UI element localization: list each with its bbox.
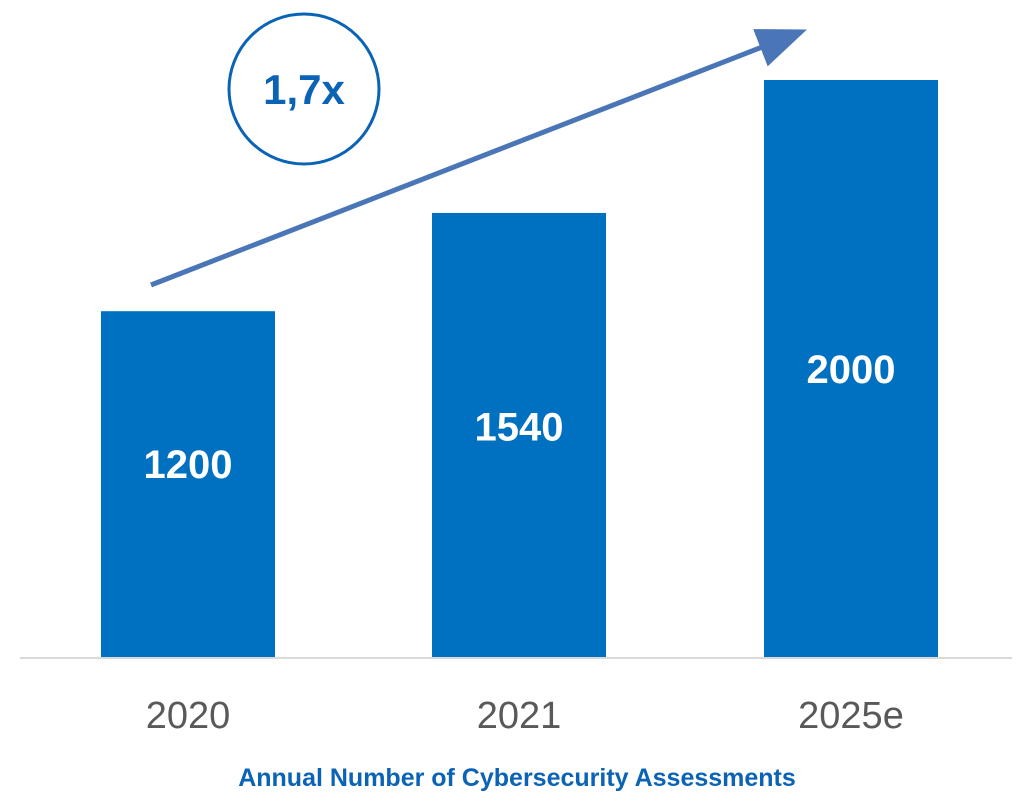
value-labels-layer: 1200 1540 2000 bbox=[144, 348, 896, 487]
chart-title: Annual Number of Cybersecurity Assessmen… bbox=[238, 764, 796, 792]
bar-2020 bbox=[101, 311, 275, 658]
growth-annotation-circle bbox=[227, 12, 381, 166]
bar-2021 bbox=[432, 212, 606, 658]
bar-value-label-2025e: 2000 bbox=[807, 348, 896, 392]
bars-layer bbox=[101, 80, 938, 658]
x-tick-label-2021: 2021 bbox=[477, 695, 562, 737]
bar-value-label-2020: 1200 bbox=[144, 443, 233, 487]
x-tick-labels: 2020 2021 2025e bbox=[146, 695, 904, 737]
x-tick-label-2025e: 2025e bbox=[798, 695, 904, 737]
growth-arrow bbox=[150, 29, 807, 288]
growth-annotation-text: 1,7x bbox=[263, 66, 345, 113]
bar-value-label-2021: 1540 bbox=[475, 406, 564, 450]
x-tick-label-2020: 2020 bbox=[146, 695, 231, 737]
bar-2025e bbox=[764, 80, 938, 658]
